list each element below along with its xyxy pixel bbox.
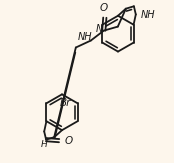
Text: NH: NH	[141, 10, 155, 20]
Text: Br: Br	[60, 98, 72, 108]
Text: NH: NH	[78, 32, 93, 42]
Text: O: O	[64, 136, 72, 146]
Text: O: O	[100, 3, 108, 13]
Text: H: H	[41, 141, 48, 149]
Text: N: N	[96, 24, 103, 34]
